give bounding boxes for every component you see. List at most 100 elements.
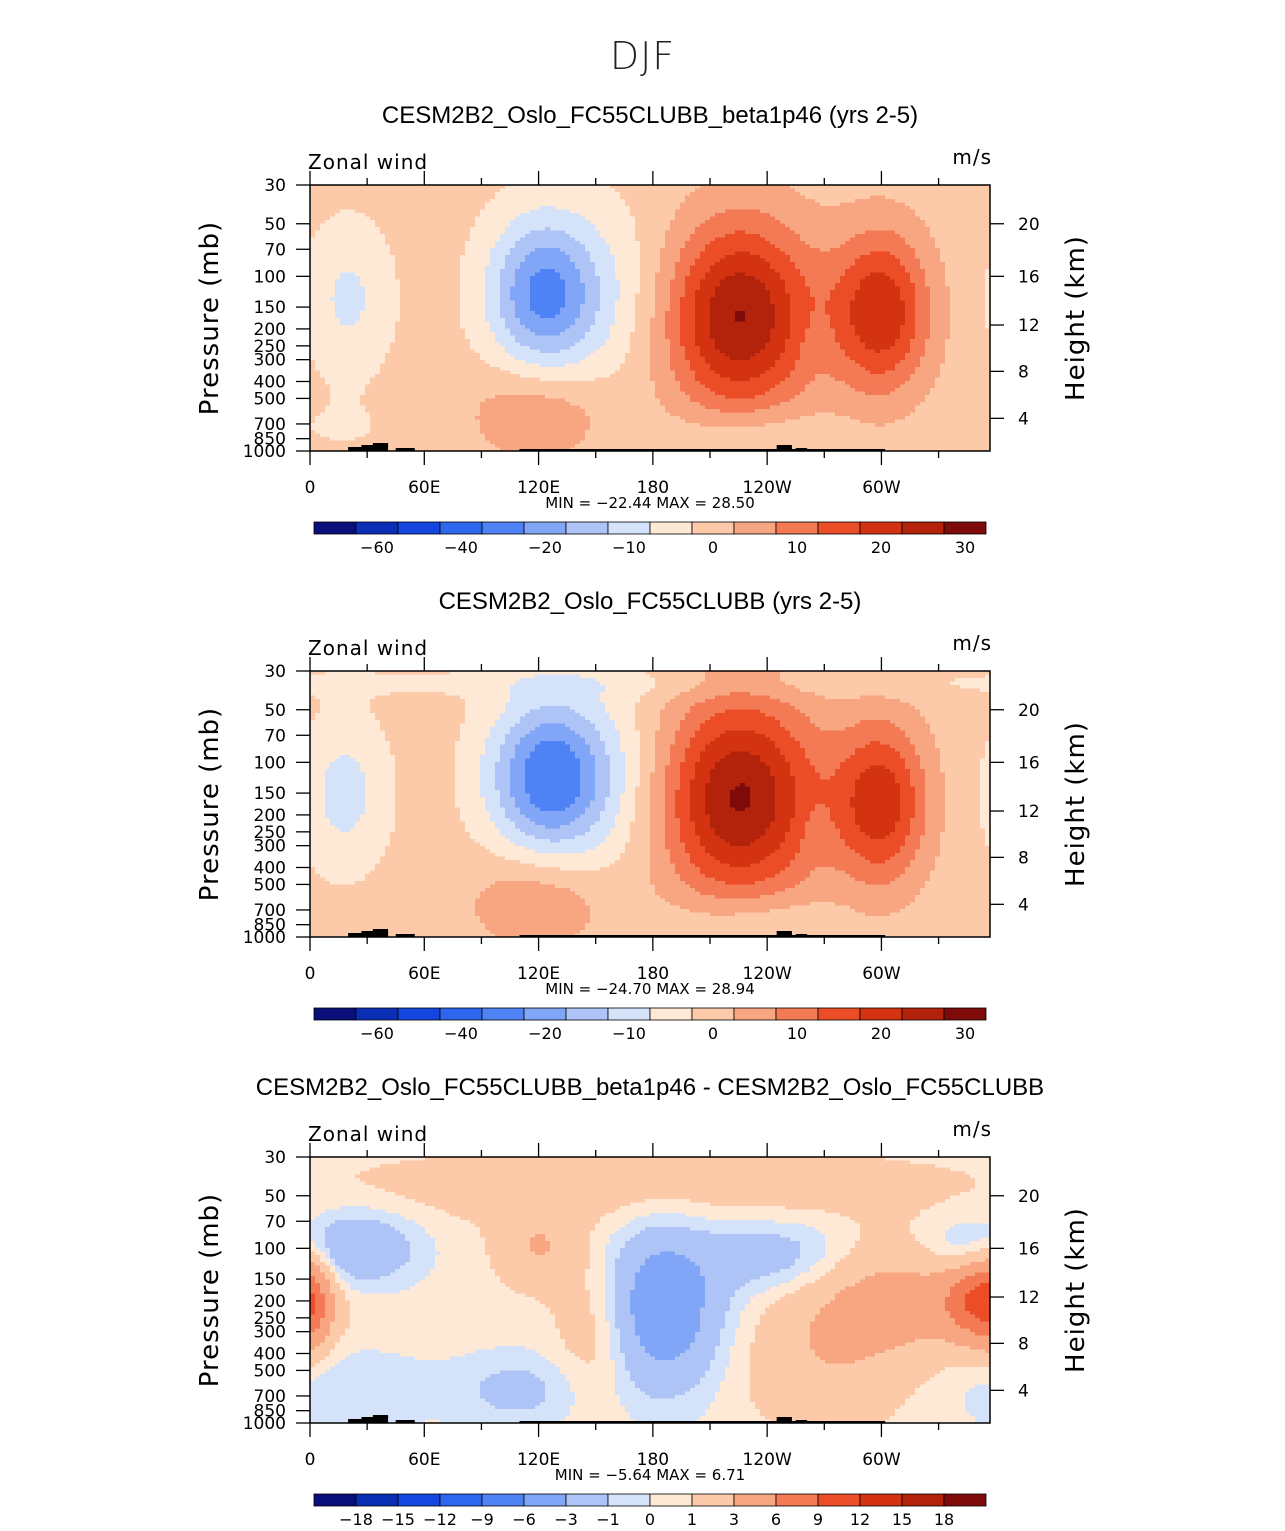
contour-cell — [565, 231, 570, 235]
contour-cell — [830, 255, 835, 259]
contour-cell — [425, 311, 430, 315]
contour-cell — [460, 245, 465, 249]
contour-cell — [875, 283, 880, 287]
contour-cell — [835, 227, 840, 231]
contour-cell — [325, 311, 330, 315]
contour-cell — [795, 273, 800, 277]
contour-cell — [815, 266, 820, 270]
contour-cell — [810, 266, 815, 270]
contour-cell — [630, 210, 635, 214]
contour-cell — [695, 304, 700, 308]
contour-cell — [570, 259, 575, 263]
contour-cell — [460, 203, 465, 207]
contour-cell — [545, 224, 550, 228]
contour-cell — [665, 227, 670, 231]
contour-cell — [405, 266, 410, 270]
contour-cell — [580, 231, 585, 235]
contour-cell — [720, 199, 725, 203]
contour-cell — [885, 252, 890, 256]
contour-cell — [780, 290, 785, 294]
contour-cell — [415, 213, 420, 217]
contour-cell — [655, 308, 660, 312]
contour-cell — [340, 262, 345, 266]
contour-cell — [585, 220, 590, 224]
contour-cell — [820, 199, 825, 203]
contour-cell — [425, 196, 430, 200]
contour-cell — [350, 290, 355, 294]
contour-cell — [320, 276, 325, 280]
contour-cell — [700, 241, 705, 245]
contour-cell — [905, 189, 910, 193]
contour-cell — [510, 203, 515, 207]
contour-cell — [610, 276, 615, 280]
contour-cell — [315, 255, 320, 259]
contour-cell — [505, 238, 510, 242]
contour-cell — [545, 213, 550, 217]
contour-cell — [495, 252, 500, 256]
contour-cell — [725, 280, 730, 284]
contour-cell — [430, 234, 435, 238]
contour-cell — [945, 220, 950, 224]
contour-cell — [670, 220, 675, 224]
contour-cell — [325, 290, 330, 294]
contour-cell — [365, 290, 370, 294]
contour-cell — [535, 290, 540, 294]
contour-cell — [905, 255, 910, 259]
contour-cell — [430, 210, 435, 214]
contour-cell — [485, 276, 490, 280]
contour-cell — [870, 224, 875, 228]
contour-cell — [600, 304, 605, 308]
contour-cell — [335, 189, 340, 193]
contour-cell — [345, 199, 350, 203]
contour-cell — [680, 308, 685, 312]
contour-cell — [940, 266, 945, 270]
contour-cell — [435, 231, 440, 235]
contour-cell — [615, 308, 620, 312]
contour-cell — [560, 308, 565, 312]
contour-cell — [680, 262, 685, 266]
contour-cell — [420, 231, 425, 235]
contour-cell — [840, 234, 845, 238]
contour-cell — [570, 231, 575, 235]
contour-cell — [865, 234, 870, 238]
contour-cell — [840, 252, 845, 256]
contour-cell — [670, 276, 675, 280]
contour-cell — [875, 266, 880, 270]
contour-cell — [880, 308, 885, 312]
contour-cell — [675, 245, 680, 249]
contour-cell — [845, 283, 850, 287]
contour-cell — [835, 290, 840, 294]
contour-cell — [895, 290, 900, 294]
contour-cell — [540, 206, 545, 210]
contour-cell — [525, 234, 530, 238]
contour-cell — [555, 308, 560, 312]
contour-cell — [790, 231, 795, 235]
contour-cell — [430, 269, 435, 273]
contour-cell — [470, 301, 475, 305]
contour-cell — [430, 297, 435, 301]
contour-cell — [600, 269, 605, 273]
contour-cell — [320, 203, 325, 207]
contour-cell — [760, 241, 765, 245]
contour-cell — [570, 283, 575, 287]
contour-cell — [765, 234, 770, 238]
contour-cell — [460, 269, 465, 273]
contour-cell — [735, 283, 740, 287]
contour-cell — [885, 273, 890, 277]
contour-cell — [390, 227, 395, 231]
contour-cell — [445, 283, 450, 287]
contour-cell — [455, 189, 460, 193]
contour-cell — [420, 217, 425, 221]
contour-cell — [860, 287, 865, 291]
contour-cell — [535, 213, 540, 217]
contour-cell — [795, 259, 800, 263]
contour-cell — [865, 241, 870, 245]
contour-cell — [940, 297, 945, 301]
contour-cell — [935, 259, 940, 263]
contour-cell — [825, 217, 830, 221]
contour-cell — [840, 210, 845, 214]
contour-cell — [580, 224, 585, 228]
contour-cell — [360, 273, 365, 277]
contour-cell — [520, 231, 525, 235]
contour-cell — [865, 248, 870, 252]
